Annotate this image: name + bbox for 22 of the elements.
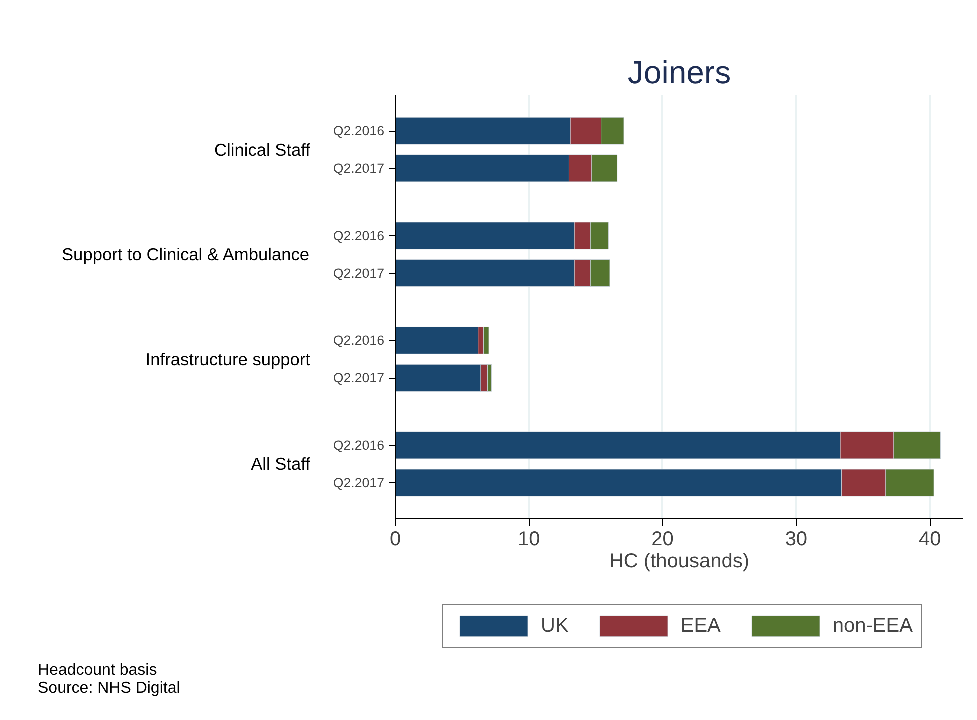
y-tick-label: Q2.2016 [333,228,385,244]
legend-label: non-EEA [832,614,913,638]
x-axis-title: HC (thousands) [609,550,750,572]
y-tick-label: Q2.2017 [333,160,385,176]
x-tick-label: 20 [652,528,674,550]
legend-label: EEA [680,614,721,638]
y-tick-label: Q2.2016 [333,438,385,454]
y-tick-label: Q2.2017 [333,266,385,281]
y-tick-label: Q2.2017 [333,475,385,490]
x-tick-label: 10 [518,528,540,550]
y-tick-label: Q2.2016 [333,333,385,348]
chart-title: Joiners [628,54,732,90]
x-tick-label: 30 [785,528,808,550]
text: Support to Clinical & Ambulance [62,244,310,265]
y-tick-label: Q2.2016 [333,124,385,139]
y-tick-label: Q2.2017 [333,370,385,386]
text: Infrastructure support [146,349,311,370]
x-tick-label: 40 [918,528,942,550]
x-tick-label: 0 [390,528,402,550]
text: Headcount basis [38,662,158,679]
source-note: Source: NHS Digital [38,680,180,698]
legend-label: UK [541,614,569,638]
